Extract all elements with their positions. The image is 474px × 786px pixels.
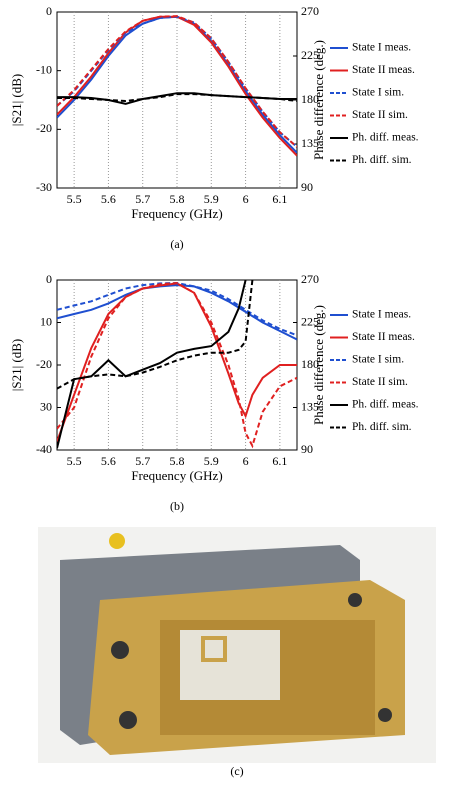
series-line bbox=[57, 281, 297, 337]
y2-tick-label: 180 bbox=[301, 92, 319, 106]
patch bbox=[201, 636, 227, 662]
y2-tick-label: 135 bbox=[301, 399, 319, 413]
x-tick-label: 5.6 bbox=[101, 454, 116, 468]
x-tick-label: 6 bbox=[243, 192, 249, 206]
x-tick-label: 6.1 bbox=[272, 192, 287, 206]
hole bbox=[111, 641, 129, 659]
legend-label: State I sim. bbox=[352, 354, 404, 366]
y-tick-label: 0 bbox=[46, 4, 52, 18]
y2-axis-label: Phase difference (deg.) bbox=[311, 40, 326, 160]
substrate bbox=[180, 630, 280, 700]
legend-label: State II sim. bbox=[352, 109, 408, 121]
x-tick-label: 5.8 bbox=[170, 192, 185, 206]
series-line bbox=[57, 15, 297, 157]
legend-label: State II sim. bbox=[352, 376, 408, 388]
photo-caption: (c) bbox=[230, 764, 243, 778]
series-line bbox=[57, 284, 297, 341]
y-tick-label: 10 bbox=[40, 314, 52, 328]
y2-tick-label: 90 bbox=[301, 180, 313, 194]
y2-tick-label: 90 bbox=[301, 442, 313, 456]
hole bbox=[378, 708, 392, 722]
series-group bbox=[57, 280, 297, 449]
y-tick-label: 0 bbox=[46, 272, 52, 286]
y2-tick-label: 270 bbox=[301, 272, 319, 286]
hole bbox=[348, 593, 362, 607]
x-tick-label: 5.5 bbox=[67, 454, 82, 468]
x-tick-label: 5.7 bbox=[135, 192, 150, 206]
series-line bbox=[57, 281, 297, 449]
y2-tick-label: 180 bbox=[301, 357, 319, 371]
y-tick-label: -20 bbox=[36, 121, 52, 135]
y-axis-label: |S21| (dB) bbox=[9, 74, 24, 127]
legend-label: State II meas. bbox=[352, 331, 415, 343]
x-tick-label: 5.5 bbox=[67, 192, 82, 206]
legend-label: State I sim. bbox=[352, 87, 404, 99]
x-axis-label: Frequency (GHz) bbox=[131, 468, 222, 483]
legend-label: Ph. diff. sim. bbox=[352, 421, 412, 433]
legend-label: State I meas. bbox=[352, 309, 411, 321]
x-tick-label: 5.9 bbox=[204, 454, 219, 468]
y-tick-label: -20 bbox=[36, 357, 52, 371]
series-group bbox=[57, 15, 297, 157]
y2-tick-label: 270 bbox=[301, 4, 319, 18]
legend-label: Ph. diff. meas. bbox=[352, 132, 419, 144]
y-axis-label: |S21| (dB) bbox=[9, 339, 24, 392]
x-tick-label: 5.8 bbox=[170, 454, 185, 468]
series-line bbox=[57, 93, 297, 103]
connector bbox=[109, 533, 125, 549]
legend-label: State II meas. bbox=[352, 64, 415, 76]
legend-label: Ph. diff. meas. bbox=[352, 399, 419, 411]
legend-label: State I meas. bbox=[352, 42, 411, 54]
y2-tick-label: 225 bbox=[301, 314, 319, 328]
legend-label: Ph. diff. sim. bbox=[352, 154, 412, 166]
chart-caption: (b) bbox=[170, 499, 184, 513]
x-tick-label: 5.9 bbox=[204, 192, 219, 206]
y-tick-label: -40 bbox=[36, 442, 52, 456]
y2-axis-label: Phase difference (deg.) bbox=[311, 305, 326, 425]
x-axis-label: Frequency (GHz) bbox=[131, 206, 222, 221]
y2-tick-label: 225 bbox=[301, 48, 319, 62]
x-tick-label: 6.1 bbox=[272, 454, 287, 468]
x-tick-label: 6 bbox=[243, 454, 249, 468]
chart-caption: (a) bbox=[170, 237, 183, 251]
x-tick-label: 5.6 bbox=[101, 192, 116, 206]
y-tick-label: -10 bbox=[36, 62, 52, 76]
series-line bbox=[57, 15, 297, 148]
photo bbox=[38, 527, 436, 763]
hole bbox=[119, 711, 137, 729]
y2-tick-label: 135 bbox=[301, 136, 319, 150]
y-tick-label: -30 bbox=[36, 180, 52, 194]
series-line bbox=[57, 280, 254, 390]
x-tick-label: 5.7 bbox=[135, 454, 150, 468]
y-tick-label: 30 bbox=[40, 399, 52, 413]
